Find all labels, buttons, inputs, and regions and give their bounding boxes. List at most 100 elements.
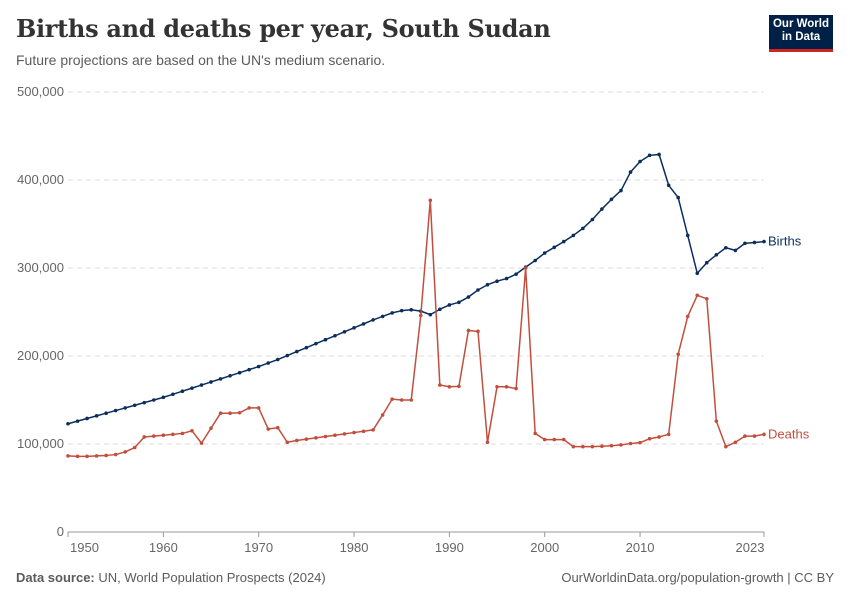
deaths-point[interactable] — [142, 435, 147, 439]
births-point[interactable] — [371, 318, 375, 322]
births-point[interactable] — [190, 386, 194, 390]
births-point[interactable] — [704, 260, 709, 265]
deaths-point[interactable] — [752, 434, 757, 438]
deaths-point[interactable] — [113, 452, 118, 457]
deaths-point[interactable] — [390, 397, 394, 401]
births-point[interactable] — [285, 353, 290, 358]
births-point[interactable] — [581, 226, 585, 231]
births-point[interactable] — [66, 421, 70, 426]
births-point[interactable] — [180, 389, 185, 394]
deaths-point[interactable] — [199, 441, 204, 445]
deaths-point[interactable] — [657, 435, 661, 439]
deaths-point[interactable] — [457, 384, 461, 389]
deaths-point[interactable] — [581, 444, 585, 449]
deaths-point[interactable] — [600, 444, 604, 449]
births-point[interactable] — [476, 288, 480, 292]
deaths-point[interactable] — [256, 406, 261, 410]
deaths-point[interactable] — [380, 413, 385, 417]
births-point[interactable] — [352, 326, 356, 330]
deaths-point[interactable] — [171, 432, 175, 437]
births-point[interactable] — [762, 239, 766, 244]
deaths-point[interactable] — [552, 437, 557, 442]
deaths-point[interactable] — [323, 434, 328, 439]
deaths-point[interactable] — [75, 454, 80, 459]
births-point[interactable] — [333, 333, 337, 338]
deaths-point[interactable] — [304, 437, 309, 441]
births-point[interactable] — [152, 398, 156, 402]
births-point[interactable] — [256, 364, 261, 369]
deaths-point[interactable] — [724, 444, 728, 449]
births-point[interactable] — [504, 276, 509, 281]
births-point[interactable] — [304, 345, 309, 350]
births-point[interactable] — [485, 282, 490, 287]
deaths-point[interactable] — [409, 398, 414, 402]
deaths-point[interactable] — [237, 410, 242, 415]
deaths-point[interactable] — [628, 441, 633, 446]
births-point[interactable] — [695, 271, 700, 276]
deaths-point[interactable] — [438, 383, 442, 387]
deaths-point[interactable] — [104, 453, 108, 458]
births-point[interactable] — [571, 233, 576, 238]
deaths-point[interactable] — [733, 440, 738, 445]
deaths-point[interactable] — [590, 444, 595, 449]
deaths-point[interactable] — [428, 198, 433, 203]
births-point[interactable] — [199, 383, 204, 387]
births-point[interactable] — [590, 217, 595, 222]
births-point[interactable] — [218, 377, 223, 381]
births-point[interactable] — [390, 311, 394, 315]
deaths-point[interactable] — [485, 440, 490, 445]
births-point[interactable] — [247, 367, 251, 372]
deaths-point[interactable] — [561, 437, 566, 442]
deaths-point[interactable] — [399, 398, 404, 402]
births-point[interactable] — [457, 300, 461, 305]
deaths-point[interactable] — [285, 440, 290, 445]
deaths-point[interactable] — [123, 450, 128, 454]
births-point[interactable] — [533, 258, 537, 263]
births-point[interactable] — [85, 416, 89, 421]
deaths-point[interactable] — [152, 434, 156, 438]
deaths-point[interactable] — [609, 443, 614, 448]
births-point[interactable] — [743, 241, 747, 246]
births-point[interactable] — [123, 406, 128, 410]
births-point[interactable] — [228, 374, 232, 378]
deaths-point[interactable] — [218, 411, 223, 416]
deaths-point[interactable] — [190, 429, 194, 433]
deaths-point[interactable] — [371, 428, 375, 432]
deaths-point[interactable] — [447, 385, 452, 389]
births-point[interactable] — [295, 349, 299, 354]
deaths-point[interactable] — [676, 352, 680, 357]
births-point[interactable] — [609, 197, 614, 202]
births-point[interactable] — [342, 330, 347, 334]
deaths-point[interactable] — [314, 436, 318, 440]
deaths-point[interactable] — [523, 266, 528, 270]
births-point[interactable] — [552, 245, 557, 250]
births-point[interactable] — [237, 370, 242, 375]
series-births[interactable] — [66, 152, 766, 426]
deaths-point[interactable] — [647, 436, 652, 441]
deaths-point[interactable] — [514, 386, 518, 391]
deaths-point[interactable] — [743, 434, 747, 438]
births-point[interactable] — [314, 341, 318, 346]
births-label[interactable]: Births — [768, 234, 802, 249]
births-point[interactable] — [323, 337, 328, 342]
births-point[interactable] — [438, 307, 442, 312]
births-point[interactable] — [542, 251, 547, 255]
births-point[interactable] — [399, 308, 404, 313]
births-point[interactable] — [600, 207, 604, 211]
deaths-point[interactable] — [504, 385, 509, 389]
births-point[interactable] — [495, 279, 499, 284]
deaths-point[interactable] — [352, 430, 356, 435]
births-point[interactable] — [666, 183, 671, 188]
deaths-point[interactable] — [619, 443, 623, 447]
births-point[interactable] — [132, 403, 137, 408]
births-point[interactable] — [209, 380, 213, 384]
deaths-point[interactable] — [333, 433, 337, 438]
births-point[interactable] — [428, 312, 433, 317]
births-point[interactable] — [514, 272, 518, 276]
deaths-point[interactable] — [85, 454, 89, 459]
deaths-label[interactable]: Deaths — [768, 426, 810, 441]
deaths-point[interactable] — [495, 385, 499, 389]
deaths-point[interactable] — [161, 433, 166, 438]
births-point[interactable] — [685, 233, 690, 238]
deaths-point[interactable] — [476, 329, 480, 334]
